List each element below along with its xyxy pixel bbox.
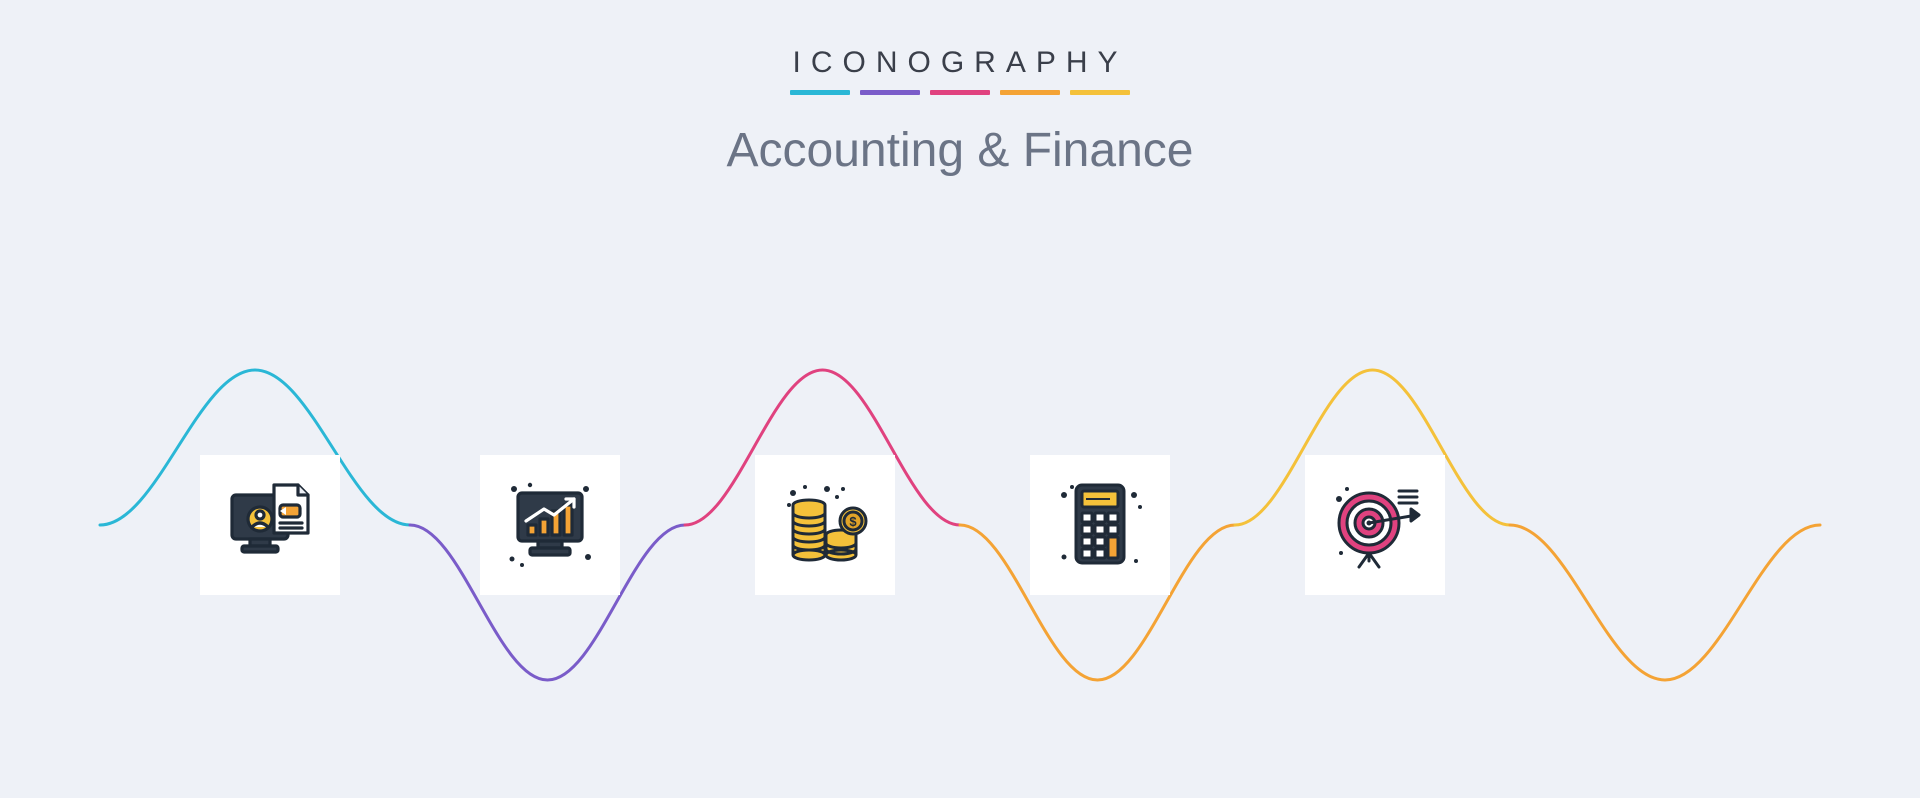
svg-text:$: $ <box>849 514 857 529</box>
icon-card-5 <box>1305 455 1445 595</box>
coin-stack-icon: $ <box>775 475 875 575</box>
online-growth-chart-icon <box>500 475 600 575</box>
header: ICONOGRAPHY Accounting & Finance <box>0 0 1920 178</box>
icon-card-3: $ <box>755 455 895 595</box>
online-account-document-icon <box>220 475 320 575</box>
brand-title: ICONOGRAPHY <box>0 46 1920 80</box>
calculator-icon <box>1050 475 1150 575</box>
icon-card-2 <box>480 455 620 595</box>
subtitle: Accounting & Finance <box>0 123 1920 178</box>
stripe-3 <box>930 90 990 95</box>
stripe-2 <box>860 90 920 95</box>
stripe-5 <box>1070 90 1130 95</box>
stripe-1 <box>790 90 850 95</box>
target-goal-icon <box>1325 475 1425 575</box>
icon-card-4 <box>1030 455 1170 595</box>
brand-stripes <box>0 90 1920 95</box>
stripe-4 <box>1000 90 1060 95</box>
icon-card-1 <box>200 455 340 595</box>
